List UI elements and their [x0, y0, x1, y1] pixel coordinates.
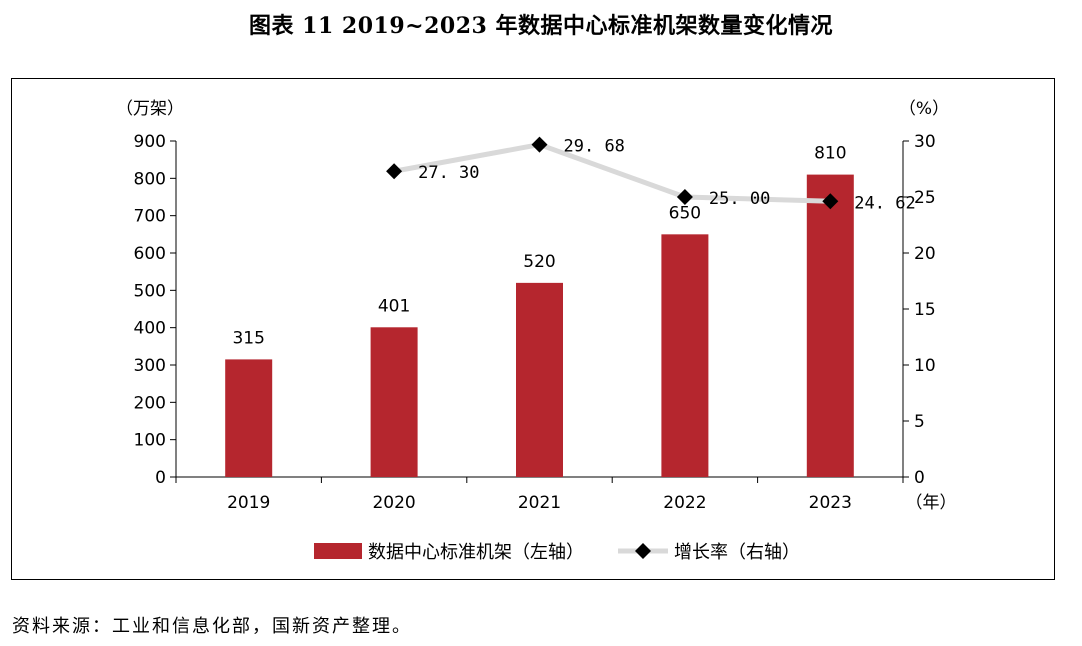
legend-diamond-icon	[635, 543, 651, 559]
bar	[516, 282, 563, 477]
y-axis-unit: （万架）	[116, 99, 184, 119]
bar	[806, 174, 854, 477]
x-axis-unit: （年）	[906, 493, 957, 513]
growth-rate-label: 29. 68	[564, 137, 625, 157]
growth-rate-label: 25. 00	[709, 189, 770, 209]
growth-rate-line	[393, 142, 831, 204]
growth-rate-marker	[386, 163, 403, 180]
legend-line-label: 增长率（右轴）	[674, 542, 800, 563]
growth-rate-label: 27. 30	[418, 163, 479, 183]
right-tick-label: 15	[914, 300, 936, 320]
bar	[661, 234, 709, 477]
y2-axis-unit: （%）	[899, 99, 949, 119]
left-tick-label: 500	[134, 281, 166, 301]
growth-rate-marker	[822, 193, 839, 210]
left-tick-label: 100	[134, 431, 166, 451]
right-tick-label: 10	[914, 356, 936, 376]
bar-value-label: 520	[523, 252, 555, 272]
bar	[370, 327, 418, 477]
x-tick-label: 2023	[809, 493, 852, 513]
bar	[225, 359, 273, 477]
legend-bar-swatch	[314, 543, 362, 559]
right-tick-label: 20	[914, 244, 936, 264]
source-note: 资料来源：工业和信息化部，国新资产整理。	[12, 616, 412, 637]
left-tick-label: 0	[155, 468, 166, 488]
left-tick-label: 300	[134, 356, 166, 376]
growth-rate-marker	[531, 136, 548, 153]
chart-frame	[11, 78, 1055, 580]
growth-rate-marker	[676, 189, 693, 205]
right-tick-label: 30	[914, 132, 936, 152]
x-tick-label: 2022	[663, 493, 706, 513]
growth-rate-label: 24. 62	[854, 193, 915, 213]
legend-bar-label: 数据中心标准机架（左轴）	[368, 542, 584, 563]
bar-value-label: 401	[378, 296, 410, 316]
left-tick-label: 900	[134, 132, 166, 152]
right-tick-label: 0	[914, 468, 925, 488]
right-tick-label: 5	[914, 412, 925, 432]
left-tick-label: 700	[134, 207, 166, 227]
left-tick-label: 800	[134, 169, 166, 189]
left-tick-label: 600	[134, 244, 166, 264]
bar-value-label: 315	[232, 328, 264, 348]
left-tick-label: 400	[134, 319, 166, 339]
bar-value-label: 650	[669, 203, 701, 223]
x-tick-label: 2021	[518, 493, 561, 513]
x-tick-label: 2020	[372, 493, 415, 513]
chart-title: 图表 11 2019~2023 年数据中心标准机架数量变化情况	[249, 13, 833, 39]
x-tick-label: 2019	[227, 493, 270, 513]
bar-value-label: 810	[814, 144, 846, 164]
right-tick-label: 25	[914, 188, 936, 208]
left-tick-label: 200	[134, 393, 166, 413]
